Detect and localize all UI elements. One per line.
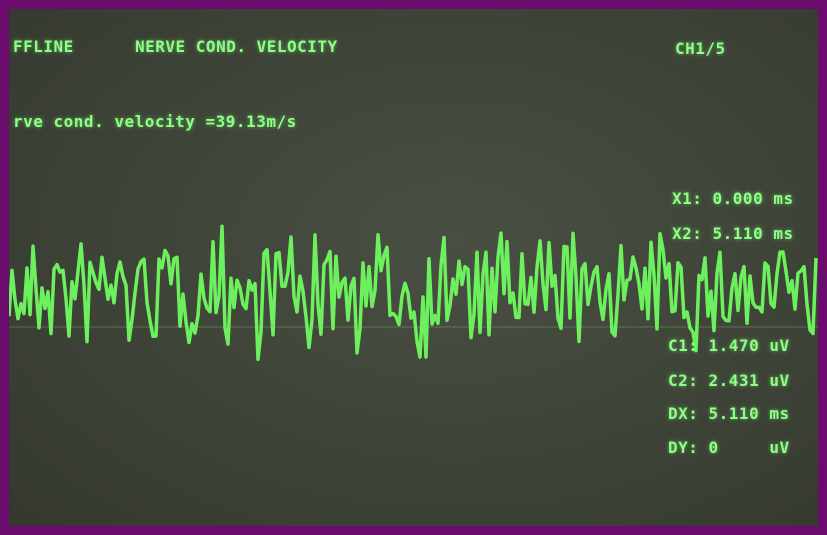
- readout: C1: 1.470 uV: [668, 336, 790, 355]
- readout: DY: 0 uV: [668, 438, 790, 457]
- readout: C2: 2.431 uV: [668, 371, 790, 390]
- waveform: [9, 224, 818, 362]
- channel-label: CH1/5: [675, 39, 726, 58]
- velocity-result: rve cond. velocity =39.13m/s: [13, 112, 297, 131]
- title: NERVE COND. VELOCITY: [135, 37, 338, 56]
- waveform-area: [9, 224, 818, 362]
- mode-label: FFLINE: [13, 37, 74, 56]
- readout: X2: 5.110 ms: [672, 224, 794, 243]
- readout: X1: 0.000 ms: [672, 189, 794, 208]
- readout: DX: 5.110 ms: [668, 404, 790, 423]
